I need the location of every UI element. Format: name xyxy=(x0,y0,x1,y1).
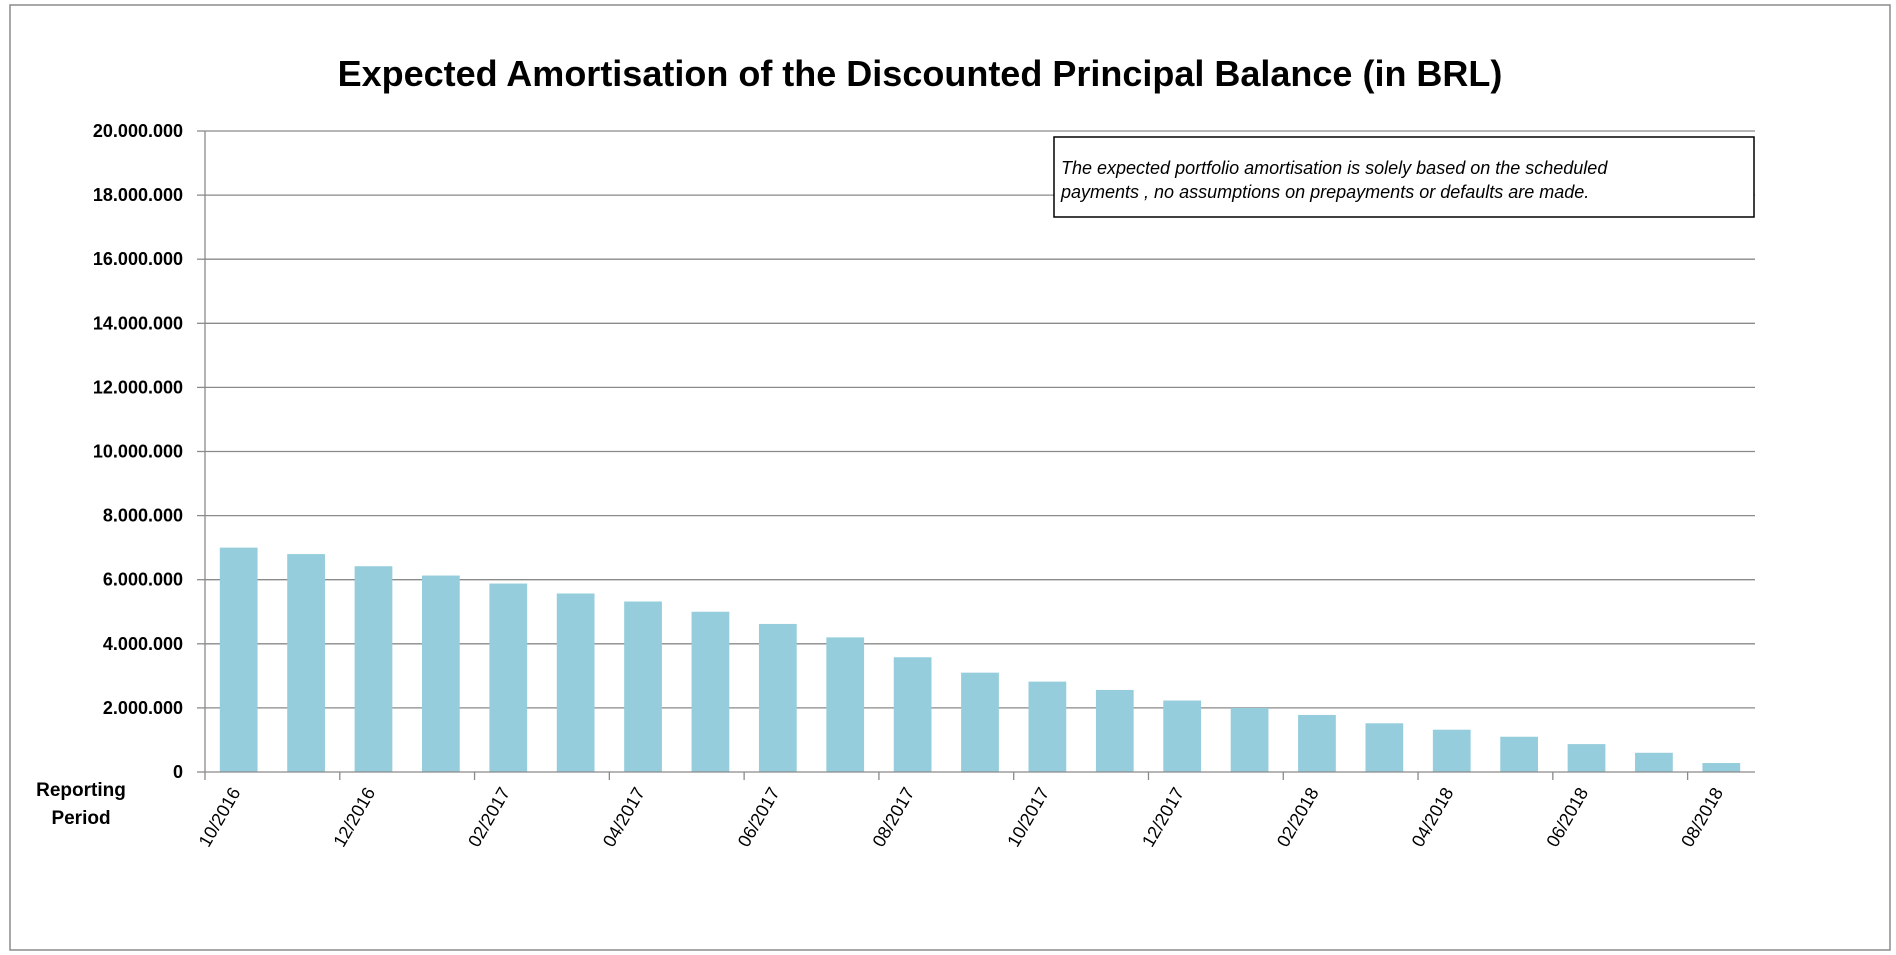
bar xyxy=(1432,729,1471,772)
x-axis-label-line: Period xyxy=(51,808,110,829)
annotation-frame xyxy=(1053,136,1755,218)
bar xyxy=(354,566,393,772)
y-tick-label: 0 xyxy=(173,762,183,782)
bar xyxy=(1028,681,1067,772)
bar xyxy=(1702,763,1741,772)
bar xyxy=(422,575,460,772)
y-tick-label: 10.000.000 xyxy=(93,442,183,462)
x-axis-label-text: Reporting Period xyxy=(36,780,126,829)
y-tick-label: 12.000.000 xyxy=(93,377,183,397)
annotation-text-line: payments , no assumptions on prepayments… xyxy=(1060,182,1589,202)
y-tick-label: 6.000.000 xyxy=(103,570,183,590)
bar xyxy=(489,583,528,772)
annotation-box: The expected portfolio amortisation is s… xyxy=(1053,136,1755,218)
bar xyxy=(1298,714,1336,772)
bar xyxy=(1500,736,1538,772)
gridlines xyxy=(197,130,1755,773)
bars xyxy=(219,547,1741,772)
bar xyxy=(1567,744,1606,772)
y-tick-label: 4.000.000 xyxy=(103,634,183,654)
y-tick-label: 18.000.000 xyxy=(93,185,183,205)
bar xyxy=(1635,752,1673,772)
annotation-text-line: The expected portfolio amortisation is s… xyxy=(1061,158,1608,178)
bar xyxy=(758,623,797,772)
y-tick-label: 16.000.000 xyxy=(93,249,183,269)
y-tick-label: 14.000.000 xyxy=(93,313,183,333)
bar xyxy=(219,547,258,772)
bar xyxy=(1230,707,1269,772)
bar xyxy=(624,601,662,772)
bar xyxy=(893,657,932,772)
bar xyxy=(287,554,325,772)
y-tick-label: 8.000.000 xyxy=(103,506,183,526)
bar xyxy=(826,637,865,772)
x-axis-label-line: Reporting xyxy=(36,780,126,801)
y-tick-label: 2.000.000 xyxy=(103,698,183,718)
x-axis-label: Reporting Period xyxy=(36,780,126,829)
bar xyxy=(961,672,999,772)
bar xyxy=(556,593,595,772)
axes xyxy=(204,131,1755,780)
y-axis-tick-labels: 0 2.000.000 4.000.000 6.000.000 8.000.000 10.… xyxy=(93,121,183,782)
bar xyxy=(1365,723,1404,772)
bar xyxy=(1095,689,1134,772)
y-tick-label: 20.000.000 xyxy=(93,121,183,141)
chart-title: Expected Amortisation of the Discounted … xyxy=(338,53,1503,94)
bar xyxy=(1163,700,1202,772)
bar xyxy=(691,611,730,772)
